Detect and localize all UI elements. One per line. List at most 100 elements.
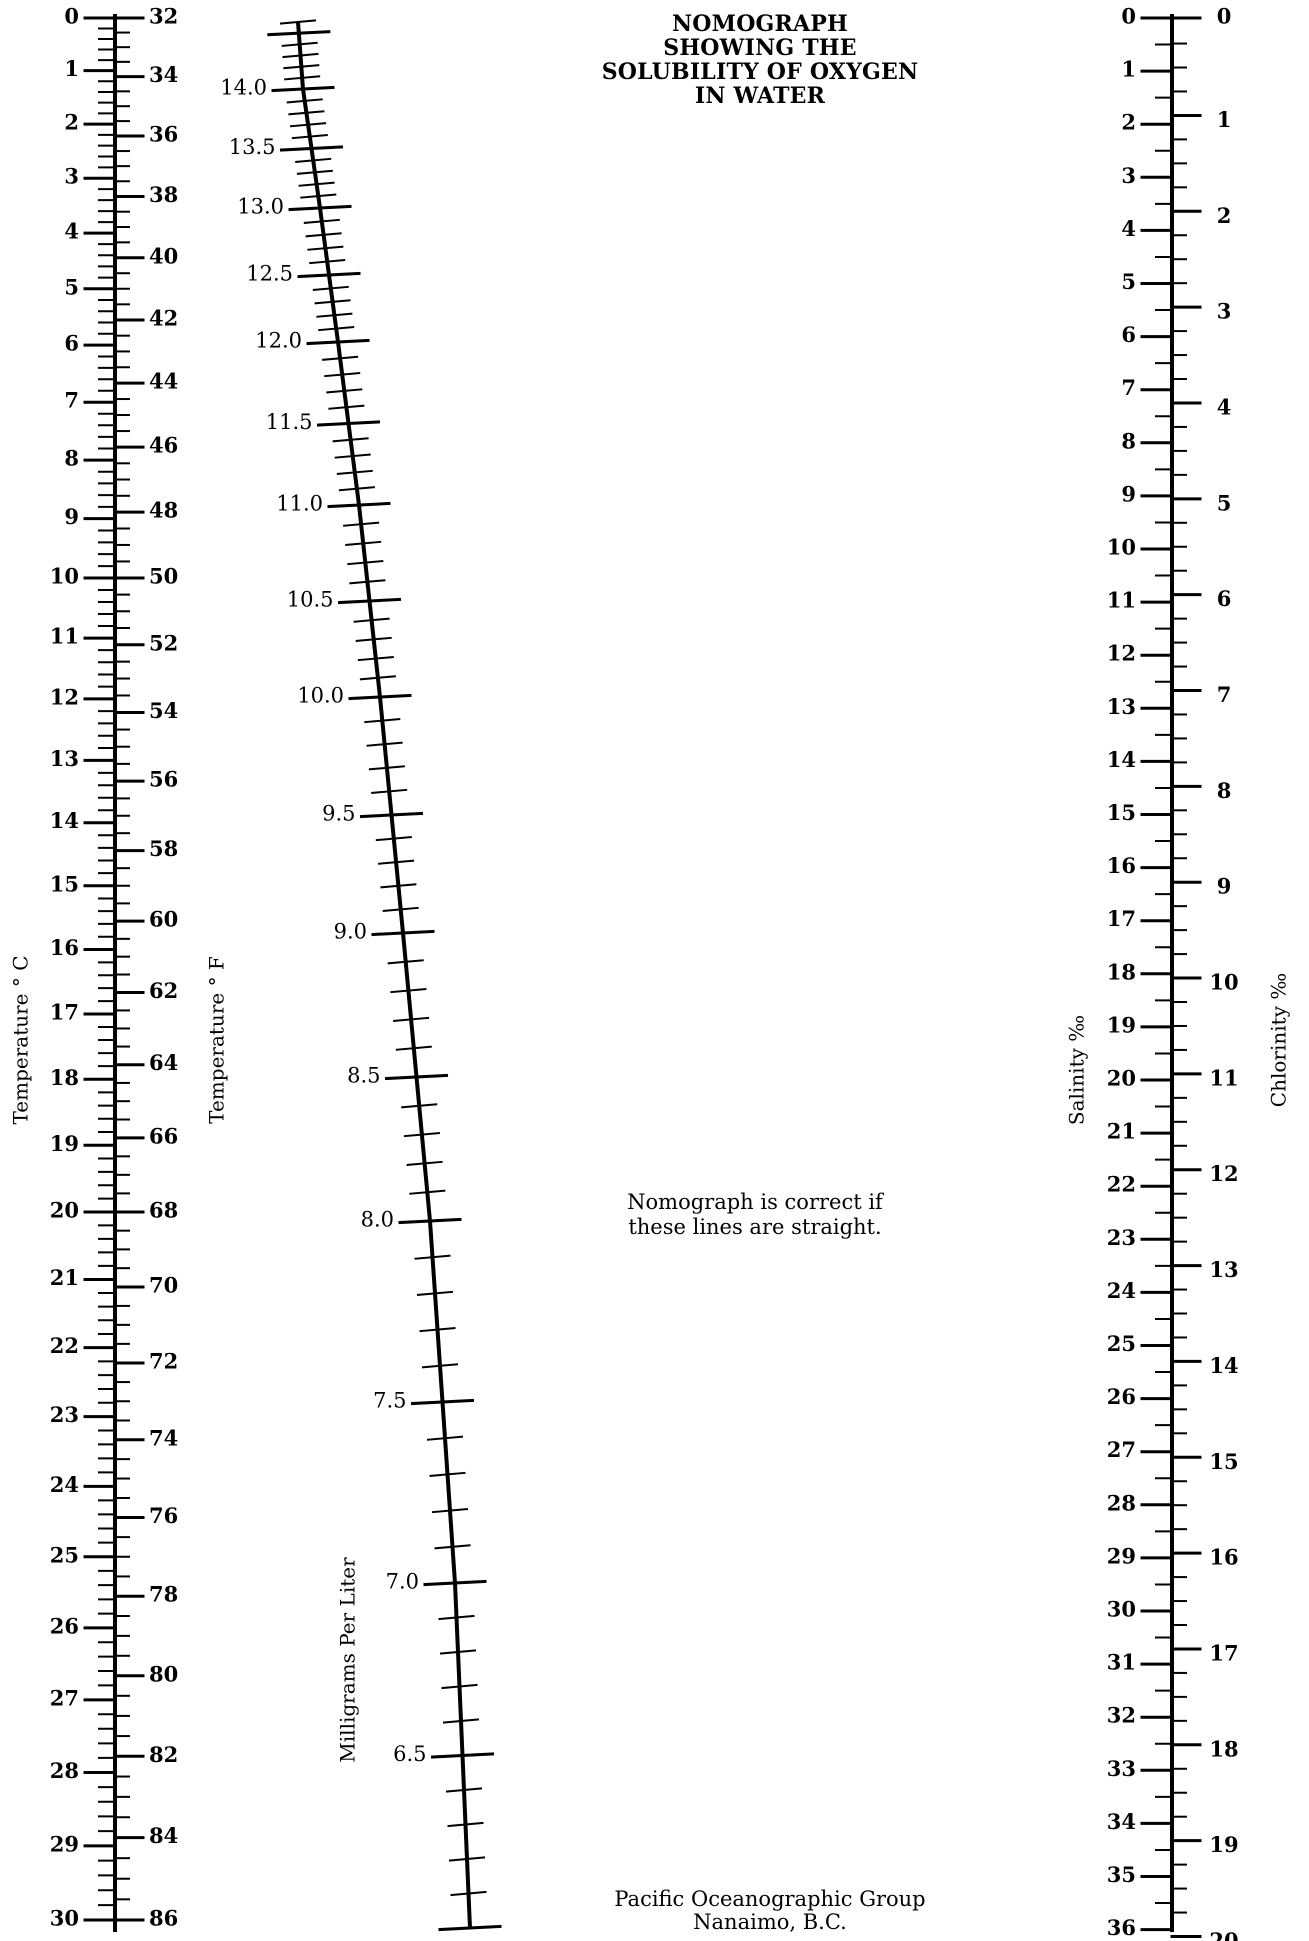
oxygen-minor-tick xyxy=(296,169,333,175)
salinity-tick-label: 17 xyxy=(1107,906,1136,931)
fahrenheit-tick-label: 62 xyxy=(149,978,178,1003)
oxygen-minor-tick xyxy=(380,883,417,889)
oxygen-minor-tick xyxy=(279,19,317,25)
oxygen-major-tick xyxy=(337,597,402,605)
oxygen-minor-tick xyxy=(318,326,355,332)
oxygen-minor-tick xyxy=(314,299,351,305)
oxygen-minor-tick xyxy=(421,1363,459,1369)
salinity-tick-label: 27 xyxy=(1107,1437,1136,1462)
fahrenheit-tick-label: 38 xyxy=(149,182,178,207)
oxygen-minor-tick xyxy=(419,1327,456,1333)
oxygen-major-tick xyxy=(371,929,435,937)
salinity-tick-label: 31 xyxy=(1107,1650,1136,1675)
chlorinity-axis-label: Chlorinity ‰ xyxy=(1267,973,1291,1107)
fahrenheit-tick-label: 58 xyxy=(149,836,178,861)
oxygen-minor-tick xyxy=(282,52,319,59)
oxygen-minor-tick xyxy=(429,1471,466,1477)
chlorinity-tick-label: 13 xyxy=(1209,1257,1238,1282)
oxygen-minor-tick xyxy=(281,41,318,47)
oxygen-tick-label: 7.5 xyxy=(373,1389,406,1413)
oxygen-minor-tick xyxy=(303,218,340,224)
oxygen-minor-tick xyxy=(390,988,427,994)
oxygen-minor-tick xyxy=(309,259,346,265)
chlorinity-tick-label: 1 xyxy=(1217,107,1232,132)
oxygen-minor-tick xyxy=(426,1435,464,1441)
oxygen-scale: 14.0 13.5 13.0 12.5 12.0 11.5 11.0 10.5 10.0 9.5 9… xyxy=(220,19,502,1932)
oxygen-minor-tick xyxy=(403,1132,440,1138)
oxygen-minor-tick xyxy=(349,579,386,585)
oxygen-minor-tick xyxy=(312,285,349,291)
oxygen-minor-tick xyxy=(328,404,365,410)
salinity-tick-label: 8 xyxy=(1121,428,1136,453)
oxygen-minor-tick xyxy=(366,741,403,747)
oxygen-minor-tick xyxy=(332,437,369,443)
chlorinity-tick-label: 16 xyxy=(1209,1545,1238,1570)
oxygen-axis-line xyxy=(296,21,472,1929)
oxygen-minor-tick xyxy=(298,181,335,187)
salinity-tick-label: 1 xyxy=(1121,57,1136,82)
chlorinity-tick-label: 3 xyxy=(1217,299,1232,324)
oxygen-tick-label: 7.0 xyxy=(386,1570,419,1594)
fahrenheit-tick-label: 44 xyxy=(149,369,178,394)
oxygen-major-tick xyxy=(288,204,352,212)
celsius-tick-label: 17 xyxy=(50,1000,79,1025)
oxygen-major-tick xyxy=(327,501,391,509)
oxygen-tick-label: 8.5 xyxy=(347,1064,380,1088)
oxygen-tick-label: 9.5 xyxy=(322,802,355,826)
celsius-tick-label: 4 xyxy=(64,219,79,244)
chlorinity-tick-label: 18 xyxy=(1209,1736,1238,1761)
salinity-tick-label: 2 xyxy=(1121,110,1136,135)
chlorinity-tick-label: 20 xyxy=(1209,1928,1238,1941)
straightness-note: Nomograph is correct if these lines are … xyxy=(560,1190,950,1240)
salinity-tick-label: 22 xyxy=(1107,1172,1136,1197)
oxygen-tick-label: 11.5 xyxy=(266,410,313,434)
oxygen-tick-label: 12.5 xyxy=(246,262,293,286)
temperature-f-axis-label: Temperature ° F xyxy=(205,956,229,1124)
celsius-tick-label: 16 xyxy=(50,935,79,960)
oxygen-major-tick xyxy=(279,145,344,152)
oxygen-major-tick xyxy=(267,30,331,37)
chlorinity-tick-label: 4 xyxy=(1217,394,1232,419)
oxygen-minor-tick xyxy=(406,1160,443,1166)
oxygen-minor-tick xyxy=(395,1045,432,1051)
title-line: SOLUBILITY OF OXYGEN xyxy=(601,59,919,85)
chlorinity-tick-label: 14 xyxy=(1209,1353,1238,1378)
oxygen-tick-label: 8.0 xyxy=(361,1208,394,1232)
oxygen-minor-tick xyxy=(283,64,320,70)
oxygen-tick-label: 9.0 xyxy=(334,920,367,944)
oxygen-tick-label: 13.0 xyxy=(237,195,284,219)
celsius-tick-label: 15 xyxy=(50,871,79,896)
chlorinity-tick-label: 11 xyxy=(1209,1065,1238,1090)
salinity-tick-label: 30 xyxy=(1107,1597,1136,1622)
celsius-tick-label: 14 xyxy=(50,808,79,833)
temperature-f-scale: 32 34 36 38 40 42 44 46 48 50 52 54 56 58 60 62 64 66 68 70… xyxy=(113,4,178,1931)
celsius-tick-label: 12 xyxy=(50,684,79,709)
oxygen-minor-tick xyxy=(343,521,380,527)
salinity-tick-label: 35 xyxy=(1107,1862,1136,1887)
oxygen-minor-tick xyxy=(291,134,328,140)
oxygen-minor-tick xyxy=(447,1821,484,1828)
celsius-tick-label: 18 xyxy=(50,1065,79,1090)
celsius-tick-label: 28 xyxy=(50,1758,79,1783)
salinity-tick-label: 33 xyxy=(1107,1756,1136,1781)
oxygen-minor-tick xyxy=(434,1544,471,1550)
fahrenheit-tick-label: 56 xyxy=(149,767,178,792)
oxygen-minor-tick xyxy=(322,355,359,361)
title-line: IN WATER xyxy=(694,83,826,109)
salinity-tick-label: 23 xyxy=(1107,1225,1136,1250)
oxygen-minor-tick xyxy=(336,469,373,475)
salinity-tick-label: 24 xyxy=(1107,1278,1136,1303)
oxygen-minor-tick xyxy=(378,859,415,865)
fahrenheit-tick-label: 42 xyxy=(149,305,178,330)
salinity-tick-label: 29 xyxy=(1107,1543,1136,1568)
oxygen-minor-tick xyxy=(387,959,424,965)
oxygen-minor-tick xyxy=(284,75,321,81)
oxygen-minor-tick xyxy=(401,1103,438,1109)
fahrenheit-tick-label: 40 xyxy=(149,243,178,268)
oxygen-major-tick xyxy=(410,1398,475,1406)
salinity-tick-label: 16 xyxy=(1107,853,1136,878)
celsius-tick-label: 19 xyxy=(50,1131,79,1156)
oxygen-major-tick xyxy=(348,693,412,701)
celsius-tick-label: 7 xyxy=(64,388,79,413)
oxygen-tick-label: 10.5 xyxy=(287,588,334,612)
